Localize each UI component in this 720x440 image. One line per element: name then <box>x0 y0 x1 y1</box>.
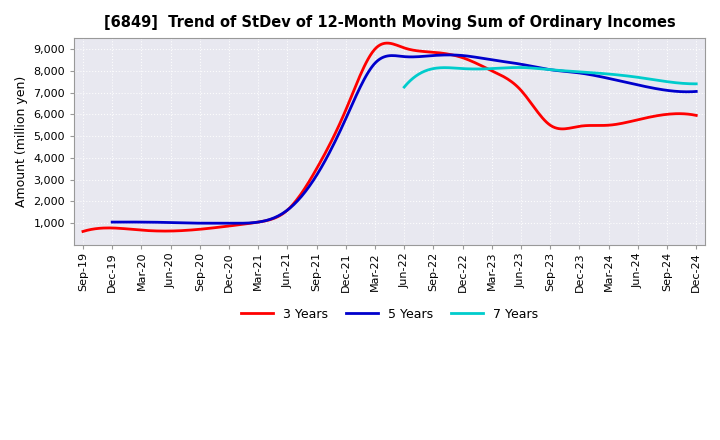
7 Years <box>580 70 588 75</box>
7 Years <box>574 69 582 74</box>
7 Years <box>514 65 523 70</box>
7 Years <box>401 83 410 88</box>
3 Years <box>692 113 701 118</box>
7 Years <box>647 77 656 82</box>
3 Years <box>81 228 89 234</box>
3 Years <box>636 117 645 122</box>
3 Years <box>444 51 452 57</box>
5 Years <box>641 84 649 89</box>
Line: 5 Years: 5 Years <box>112 55 696 223</box>
5 Years <box>604 76 613 81</box>
5 Years <box>110 220 119 225</box>
5 Years <box>444 52 452 58</box>
3 Years <box>78 229 87 234</box>
5 Years <box>459 53 468 58</box>
5 Years <box>457 53 466 58</box>
5 Years <box>108 220 117 225</box>
3 Years <box>598 123 606 128</box>
Legend: 3 Years, 5 Years, 7 Years: 3 Years, 5 Years, 7 Years <box>236 303 543 326</box>
7 Years <box>665 79 674 84</box>
Line: 3 Years: 3 Years <box>83 43 696 231</box>
5 Years <box>469 54 478 59</box>
Line: 7 Years: 7 Years <box>404 67 696 87</box>
5 Years <box>235 220 243 226</box>
3 Years <box>446 52 454 57</box>
3 Years <box>456 55 464 60</box>
7 Years <box>692 81 701 87</box>
7 Years <box>575 69 583 74</box>
5 Years <box>692 89 701 94</box>
7 Years <box>400 84 408 90</box>
3 Years <box>382 40 391 46</box>
Title: [6849]  Trend of StDev of 12-Month Moving Sum of Ordinary Incomes: [6849] Trend of StDev of 12-Month Moving… <box>104 15 675 30</box>
Y-axis label: Amount (million yen): Amount (million yen) <box>15 76 28 207</box>
